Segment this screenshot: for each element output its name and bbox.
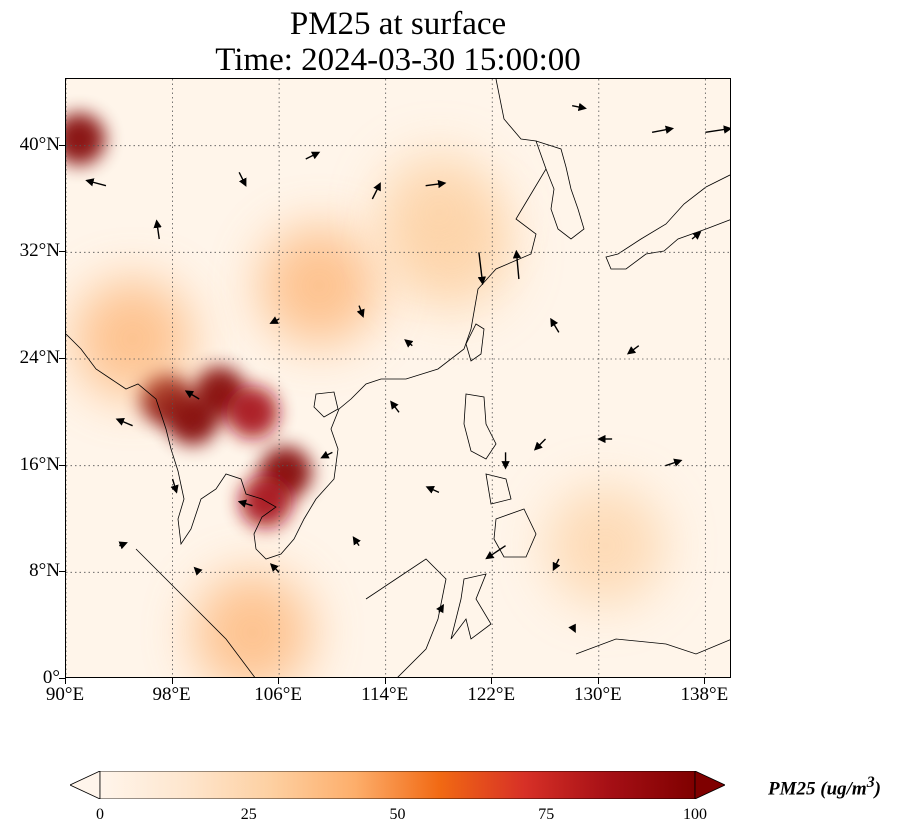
wind-vector	[371, 182, 381, 200]
gridlines	[66, 79, 730, 677]
pm25-hotspot	[259, 225, 380, 346]
pm25-hotspot	[378, 152, 499, 273]
map-title: PM25 at surface	[289, 6, 507, 42]
coastline-japan	[605, 174, 730, 270]
coastline-luzon	[463, 393, 497, 460]
wind-vector	[651, 125, 675, 134]
coastline-mindanao	[493, 508, 537, 558]
lon-tick-label: 122°E	[467, 684, 516, 705]
wind-vector	[85, 178, 107, 187]
wind-vector	[705, 125, 730, 134]
lat-tick-label: 16°N	[19, 453, 60, 475]
wind-vector	[436, 603, 445, 614]
wind-vector	[238, 172, 247, 187]
lon-tick-label: 138°E	[680, 684, 729, 705]
colorbar-tick-label: 75	[538, 806, 555, 823]
coastline-hainan	[313, 391, 339, 418]
coastline-taiwan	[465, 323, 485, 362]
map-canvas	[66, 79, 730, 677]
wind-vector	[404, 339, 414, 348]
wind-vector	[572, 102, 587, 112]
lat-tick	[59, 358, 65, 359]
wind-vector	[320, 450, 333, 459]
wind-vector	[425, 179, 447, 189]
coastline-visayas	[485, 473, 512, 505]
wind-vector	[626, 345, 640, 355]
lon-tick	[171, 678, 173, 684]
wind-vector	[269, 316, 280, 324]
wind-vector	[477, 252, 487, 286]
lon-tick	[491, 678, 493, 684]
lon-tick	[65, 678, 66, 684]
wind-vector	[552, 558, 561, 572]
pm25-hotspot	[72, 279, 193, 399]
wind-vector	[425, 485, 440, 494]
lat-tick-label: 24°N	[19, 347, 60, 368]
wind-vectors	[85, 102, 730, 633]
lon-tick-label: 114°E	[361, 684, 409, 705]
wind-vector	[485, 545, 506, 560]
colorbar-tick-label: 25	[240, 806, 257, 823]
coastline-borneo	[365, 558, 447, 677]
lat-tick-label: 0°	[42, 667, 60, 688]
wind-vector	[269, 563, 280, 573]
lon-tick	[278, 678, 280, 684]
coastline-mainland	[66, 79, 547, 560]
wind-vector	[533, 438, 547, 451]
wind-vector	[665, 458, 683, 467]
colorbar-min-extend	[70, 771, 101, 799]
lat-tick	[59, 464, 65, 466]
colorbar-tick-label: 100	[683, 806, 707, 823]
lon-tick-label: 90°E	[45, 684, 85, 705]
wind-vector	[170, 478, 179, 494]
map-time-subtitle: Time: 2024-03-30 15:00:00	[215, 42, 581, 78]
pm25-hotspot	[545, 485, 666, 606]
lon-tick-label: 98°E	[152, 684, 191, 705]
wind-vector	[390, 400, 400, 413]
coastline-sumatra	[135, 548, 255, 677]
wind-vector	[115, 417, 133, 427]
lon-tick-label: 106°E	[254, 684, 302, 705]
lon-tick	[704, 678, 706, 684]
lat-tick	[59, 144, 65, 146]
pm25-hotspot	[192, 572, 313, 677]
lat-tick-label: 32°N	[19, 240, 60, 262]
map-panel	[65, 78, 731, 678]
colorbar-max-extend	[694, 771, 725, 799]
lat-tick-label: 8°N	[29, 560, 60, 582]
pm25-hotspot	[239, 475, 292, 528]
pm25-hotspot	[226, 386, 279, 439]
pm25-field	[66, 113, 666, 677]
lat-tick	[59, 251, 65, 253]
coastline-korea	[535, 140, 585, 240]
colorbar-gradient	[99, 771, 696, 799]
wind-vector	[237, 499, 253, 508]
lon-tick	[384, 678, 386, 684]
wind-vector	[550, 317, 560, 333]
wind-vector	[512, 249, 522, 280]
wind-vector	[691, 231, 702, 240]
colorbar-label: PM25 (ug/m3)	[768, 774, 881, 800]
colorbar-tick-label: 50	[389, 806, 406, 823]
wind-vector	[118, 541, 128, 550]
lon-tick-label: 130°E	[573, 684, 622, 705]
pm25-hotspot	[66, 113, 106, 165]
wind-vector	[305, 151, 321, 160]
colorbar-tick-label: 0	[96, 806, 104, 823]
coastline-new-guinea	[575, 638, 730, 655]
coastline-sulawesi	[450, 573, 492, 640]
lon-tick	[597, 678, 599, 684]
colorbar	[70, 771, 725, 799]
wind-vector	[153, 219, 162, 240]
wind-vector	[568, 623, 576, 633]
lat-tick	[59, 678, 65, 679]
wind-vector	[356, 305, 365, 318]
wind-vector	[193, 566, 203, 576]
wind-vector	[184, 390, 200, 400]
lat-tick	[59, 571, 65, 573]
lat-tick-label: 40°N	[19, 133, 60, 155]
coastlines	[66, 79, 730, 677]
wind-vector	[352, 536, 361, 547]
